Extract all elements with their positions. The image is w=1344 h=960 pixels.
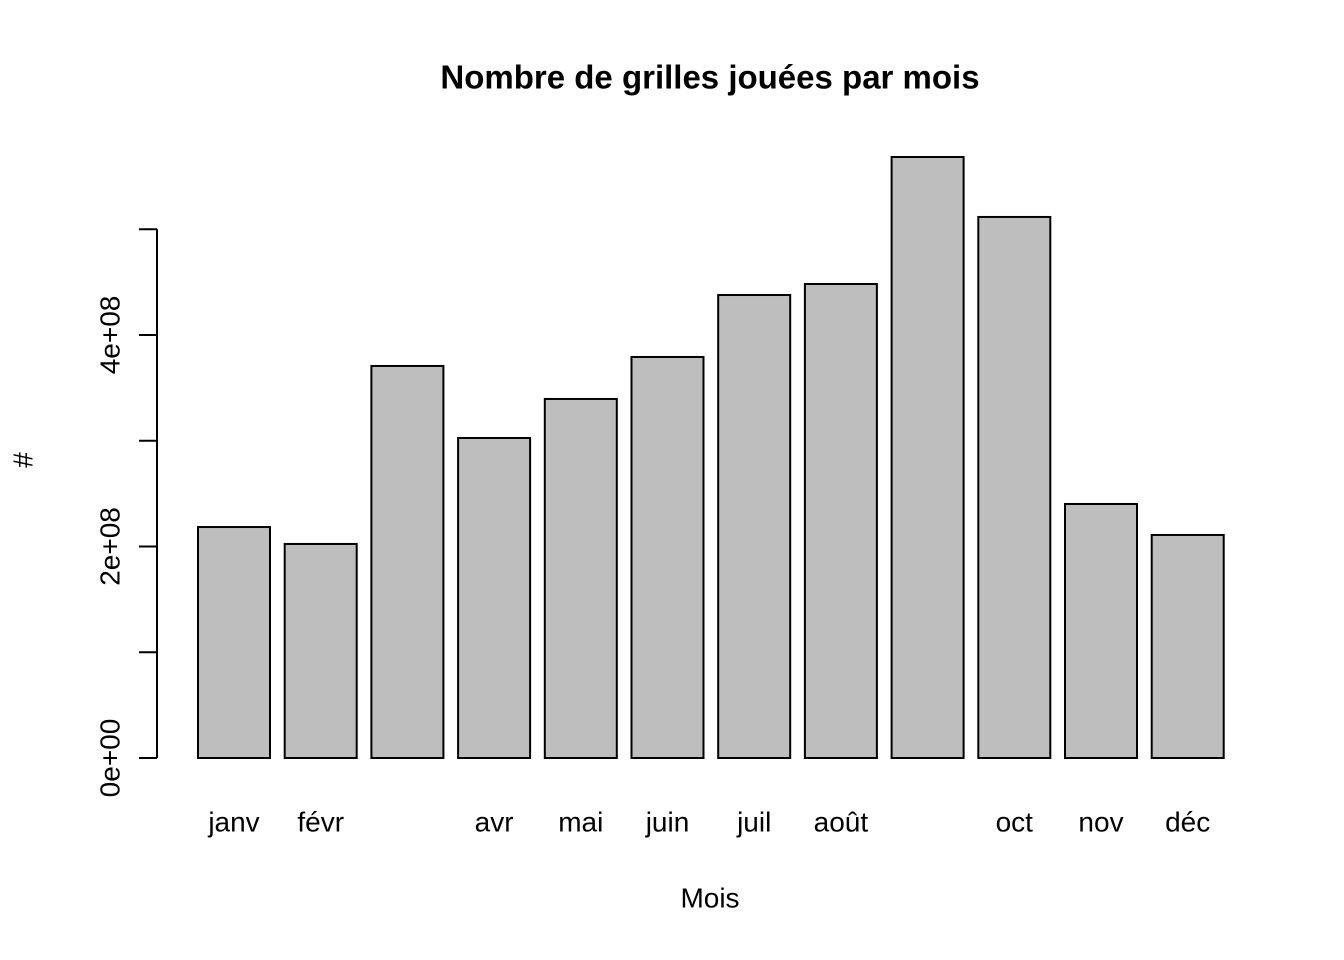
bar (197, 526, 271, 759)
y-tick-label: 4e+08 (94, 296, 125, 375)
x-tick-label: juin (645, 806, 690, 837)
x-tick-label: avr (475, 806, 514, 837)
y-tick-label: 0e+00 (94, 719, 125, 798)
x-tick-label: nov (1078, 806, 1123, 837)
bar (370, 364, 445, 759)
x-axis-label: Mois (680, 882, 739, 913)
bar (283, 542, 358, 760)
bar (543, 397, 618, 759)
bar (890, 156, 965, 759)
bar (977, 215, 1052, 759)
bar (803, 283, 878, 759)
bar (717, 294, 792, 759)
x-tick-label: janv (207, 806, 259, 837)
x-tick-label: août (814, 806, 869, 837)
x-tick-label: juil (736, 806, 771, 837)
x-tick-label: oct (996, 806, 1034, 837)
bar (457, 436, 532, 759)
chart-title: Nombre de grilles jouées par mois (440, 59, 979, 96)
y-axis-label: # (7, 452, 38, 468)
bar (630, 355, 705, 759)
bar (1064, 502, 1138, 759)
x-tick-label: déc (1165, 806, 1210, 837)
y-tick-label: 2e+08 (94, 507, 125, 586)
bar (1150, 533, 1225, 759)
x-tick-label: mai (558, 806, 603, 837)
x-tick-label: févr (297, 806, 344, 837)
